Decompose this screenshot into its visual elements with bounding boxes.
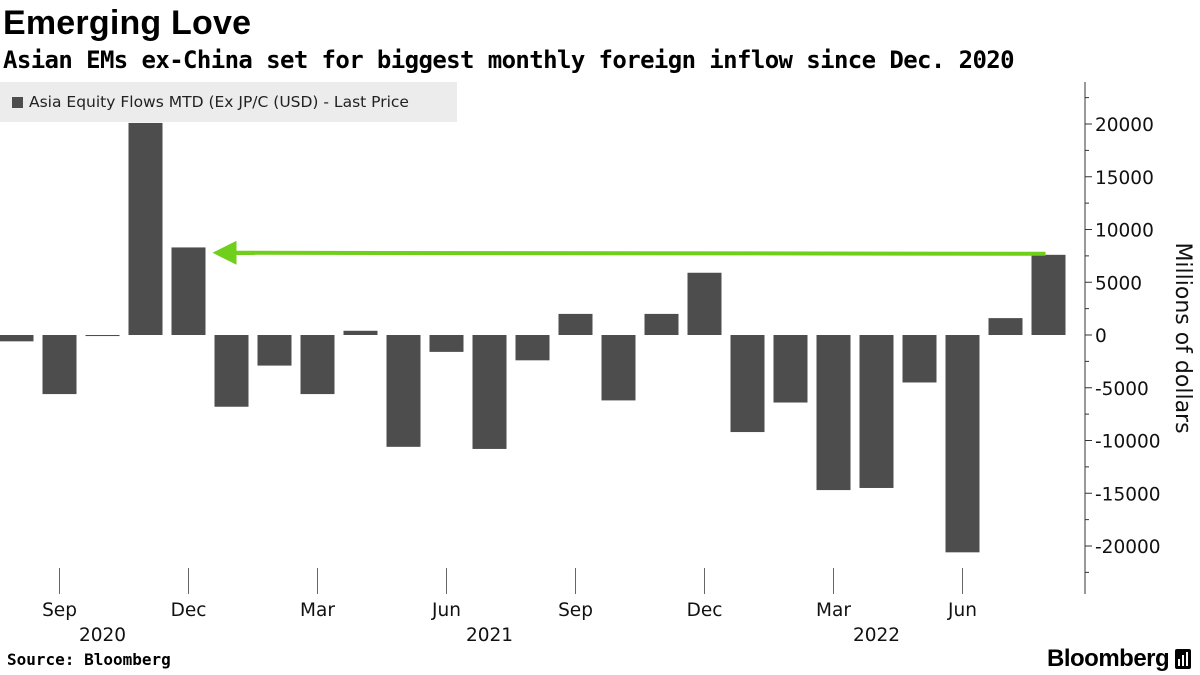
annotations bbox=[212, 240, 1046, 265]
bar-2020-08 bbox=[0, 335, 34, 342]
bar-2020-12 bbox=[171, 247, 206, 335]
bar-2021-10 bbox=[601, 335, 636, 401]
bar-2022-01 bbox=[730, 335, 765, 433]
bar-2022-06 bbox=[945, 335, 980, 553]
legend-label: Asia Equity Flows MTD (Ex JP/C (USD) - L… bbox=[29, 93, 409, 111]
bar-2021-01 bbox=[214, 335, 249, 407]
x-year-label: 2020 bbox=[79, 625, 126, 646]
y-tick-label: -15000 bbox=[1095, 484, 1161, 505]
axes: 20000 15000 10000 5000 0 -5000 -10000 -15000 -20… bbox=[42, 82, 1161, 646]
x-tick-label: Sep bbox=[558, 600, 593, 621]
y-tick-label: -20000 bbox=[1095, 537, 1161, 558]
bar-2021-09 bbox=[558, 313, 593, 335]
x-tick-label: Dec bbox=[171, 600, 207, 621]
x-tick-label: Jun bbox=[947, 600, 977, 621]
brand-logo: Bloomberg bbox=[1047, 645, 1192, 673]
bar-2022-04 bbox=[859, 335, 894, 488]
bar-2021-11 bbox=[644, 313, 679, 335]
bar-2022-02 bbox=[773, 335, 808, 403]
brand-name: Bloomberg bbox=[1047, 645, 1170, 672]
bar-2022-05 bbox=[902, 335, 937, 383]
bar-2022-07 bbox=[988, 318, 1023, 335]
x-year-label: 2021 bbox=[466, 625, 513, 646]
bar-2020-11 bbox=[128, 122, 163, 335]
bar-2020-09 bbox=[42, 335, 77, 395]
y-tick-label: 10000 bbox=[1095, 221, 1154, 242]
x-tick-label: Sep bbox=[42, 600, 77, 621]
terminal-icon bbox=[1175, 649, 1192, 669]
y-axis-label: Millions of dollars bbox=[1170, 242, 1195, 433]
bar-2021-05 bbox=[386, 335, 421, 447]
x-year-label: 2022 bbox=[853, 625, 900, 646]
x-tick-label: Mar bbox=[816, 600, 851, 621]
y-tick-label: 20000 bbox=[1095, 115, 1154, 136]
bar-2022-08 bbox=[1031, 254, 1066, 335]
bar-2021-04 bbox=[343, 330, 378, 335]
bar-2022-03 bbox=[816, 335, 851, 491]
source-note: Source: Bloomberg bbox=[7, 650, 171, 669]
bar-2021-06 bbox=[429, 335, 464, 352]
bar-2021-02 bbox=[257, 335, 292, 366]
bar-2021-03 bbox=[300, 335, 335, 395]
x-tick-label: Jun bbox=[431, 600, 461, 621]
chart-subtitle: Asian EMs ex-China set for biggest month… bbox=[3, 46, 1015, 74]
bar-2021-08 bbox=[515, 335, 550, 361]
legend-swatch bbox=[12, 96, 23, 108]
bar-2021-07 bbox=[472, 335, 507, 449]
arrow-annotation bbox=[212, 240, 1046, 265]
legend: Asia Equity Flows MTD (Ex JP/C (USD) - L… bbox=[0, 82, 457, 122]
x-tick-label: Mar bbox=[300, 600, 335, 621]
y-tick-label: -10000 bbox=[1095, 432, 1161, 453]
bar-2020-10 bbox=[85, 335, 120, 337]
y-tick-label: 15000 bbox=[1095, 168, 1154, 189]
bar-2021-12 bbox=[687, 272, 722, 335]
chart-title: Emerging Love bbox=[3, 4, 252, 42]
bars bbox=[0, 122, 1066, 553]
y-tick-label: -5000 bbox=[1095, 379, 1149, 400]
y-tick-label: 0 bbox=[1095, 326, 1107, 347]
y-tick-label: 5000 bbox=[1095, 273, 1142, 294]
x-tick-label: Dec bbox=[687, 600, 723, 621]
